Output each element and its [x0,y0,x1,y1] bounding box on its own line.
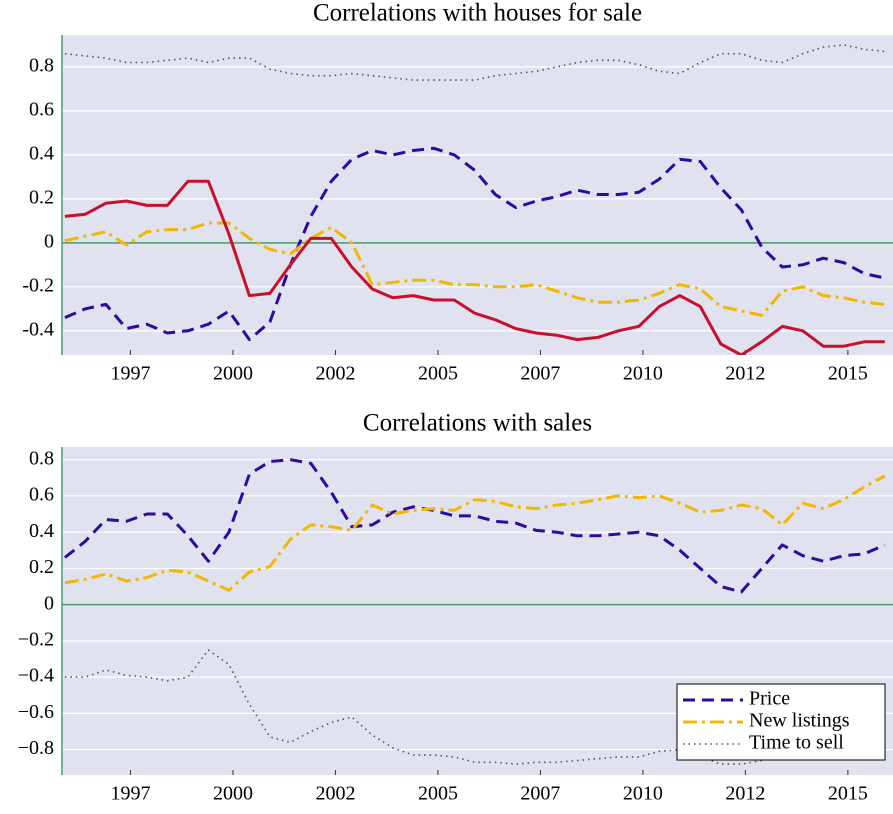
y-tick-label: 0.6 [29,484,54,506]
x-tick-label: 2012 [725,783,765,805]
legend-box [676,683,886,761]
series-group [64,44,886,355]
x-tick-label: 2007 [520,783,560,805]
y-tick-label: 0.8 [29,54,54,76]
plot-background [62,35,893,355]
x-tick-label: 2015 [828,783,868,805]
x-tick-label: 2000 [213,783,253,805]
legend-label: Time to sell [749,732,844,754]
y-tick-label: −0.8 [18,737,54,759]
series-line [64,179,885,355]
x-tick-label: 1997 [110,783,150,805]
y-tick-label: 0 [44,230,54,252]
series-line [64,474,886,592]
y-tick-label: 0.8 [29,447,54,469]
x-tick-label: 2005 [418,783,458,805]
x-tick-label: 2002 [315,783,355,805]
series-line [63,458,886,594]
x-tick-label: 2010 [623,783,663,805]
y-tick-label: 0.6 [29,98,54,120]
y-tick-label: 0 [44,592,54,614]
y-tick-label: 0.4 [29,520,54,542]
y-tick-label: -0.2 [22,274,54,296]
x-tick-label: 2010 [623,363,663,385]
y-tick-label: 0.4 [29,142,54,164]
x-tick-label: 2005 [418,363,458,385]
legend-label: New listings [749,710,850,732]
chart-title: Correlations with sales [363,410,592,437]
x-tick-label: 2002 [315,363,355,385]
series-group [63,458,886,765]
y-tick-label: -0.4 [22,318,54,340]
y-tick-label: −0.2 [18,628,54,650]
y-tick-label: 0.2 [29,186,54,208]
y-tick-label: −0.6 [18,701,54,723]
chart-title: Correlations with houses for sale [313,0,642,27]
x-tick-label: 2015 [828,363,868,385]
x-tick-label: 2007 [520,363,560,385]
series-line [64,221,885,317]
series-line [64,44,885,81]
series-line [64,146,886,342]
y-tick-label: −0.4 [18,665,54,687]
x-tick-label: 2012 [725,363,765,385]
x-tick-label: 2000 [213,363,253,385]
x-tick-label: 1997 [110,363,150,385]
legend-label: Price [749,688,790,710]
y-tick-label: 0.2 [29,556,54,578]
